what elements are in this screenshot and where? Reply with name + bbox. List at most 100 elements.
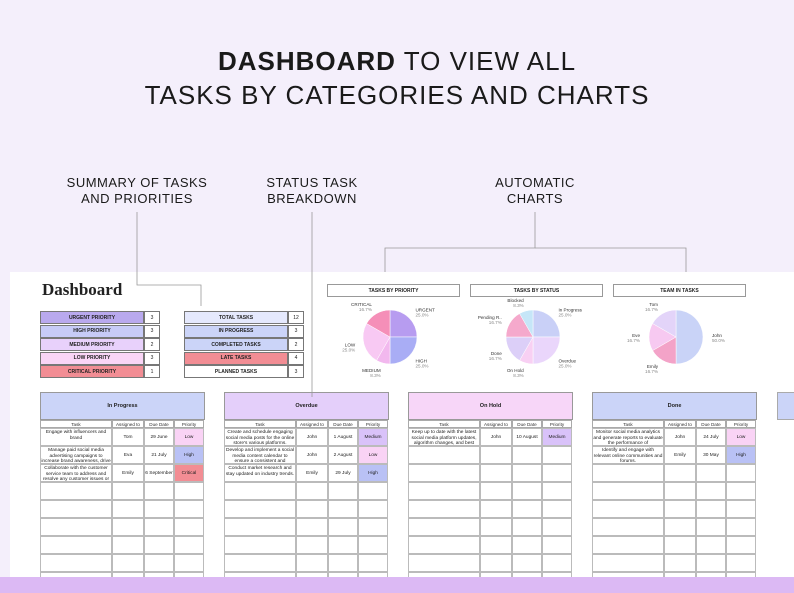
task-cell: Develop and implement a social media con… xyxy=(224,446,296,464)
empty-cell xyxy=(696,500,726,518)
summary-label: CRITICAL PRIORITY xyxy=(40,365,144,379)
partial-board xyxy=(777,392,794,420)
empty-cell xyxy=(542,536,572,554)
task-cell: Medium xyxy=(358,428,388,446)
slice-value: 16.7% xyxy=(645,307,658,312)
column-header: Task xyxy=(408,420,480,428)
task-cell: Tom xyxy=(112,428,144,446)
task-cell: Emily xyxy=(296,464,328,482)
slice-value: 25.0% xyxy=(558,313,571,318)
task-cell: Emily xyxy=(112,464,144,482)
empty-cell xyxy=(480,464,512,482)
empty-cell xyxy=(224,500,296,518)
board-title: In Progress xyxy=(40,392,205,420)
empty-cell xyxy=(512,536,542,554)
summary-count: 3 xyxy=(288,324,304,338)
task-cell: Create and schedule engaging social medi… xyxy=(224,428,296,446)
empty-cell xyxy=(296,482,328,500)
empty-cell xyxy=(480,482,512,500)
chart-title: TASKS BY PRIORITY xyxy=(327,284,460,297)
empty-cell xyxy=(512,482,542,500)
empty-cell xyxy=(40,536,112,554)
empty-cell xyxy=(144,554,174,572)
task-cell: Critical xyxy=(174,464,204,482)
slice-value: 8.3% xyxy=(370,373,380,378)
slice-label: On Hold xyxy=(507,368,524,373)
column-header: Due Date xyxy=(696,420,726,428)
empty-cell xyxy=(174,536,204,554)
task-cell: 29 June xyxy=(144,428,174,446)
task-cell: Conduct market research and stay updated… xyxy=(224,464,296,482)
task-cell: 30 May xyxy=(696,446,726,464)
slice-value: 16.7% xyxy=(627,338,640,343)
task-cell: 10 August xyxy=(512,428,542,446)
pie-slice xyxy=(652,309,677,338)
summary-count: 3 xyxy=(144,324,160,338)
empty-cell xyxy=(144,536,174,554)
column-header: Due Date xyxy=(328,420,358,428)
empty-cell xyxy=(696,536,726,554)
summary-label: IN PROGRESS xyxy=(184,324,288,338)
task-cell: High xyxy=(358,464,388,482)
empty-cell xyxy=(408,464,480,482)
column-header: Due Date xyxy=(512,420,542,428)
callout-line: SUMMARY OF TASKS xyxy=(66,175,208,190)
dashboard-title: Dashboard xyxy=(42,280,123,299)
empty-cell xyxy=(664,500,696,518)
column-header: Assigned to xyxy=(664,420,696,428)
empty-cell xyxy=(174,554,204,572)
callout-line: BREAKDOWN xyxy=(267,191,357,206)
task-cell: Low xyxy=(358,446,388,464)
empty-cell xyxy=(512,554,542,572)
summary-count: 2 xyxy=(288,338,304,352)
column-header: Priority xyxy=(726,420,756,428)
empty-cell xyxy=(696,518,726,536)
empty-cell xyxy=(174,518,204,536)
empty-cell xyxy=(726,500,756,518)
pie-slice xyxy=(675,309,704,365)
headline-rest: TO VIEW ALL xyxy=(403,46,577,76)
empty-cell xyxy=(112,500,144,518)
empty-cell xyxy=(328,536,358,554)
summary-count: 12 xyxy=(288,311,304,324)
task-cell: High xyxy=(726,446,756,464)
board-title: Done xyxy=(592,392,757,420)
empty-cell xyxy=(664,518,696,536)
empty-cell xyxy=(480,536,512,554)
empty-cell xyxy=(592,518,664,536)
summary-label: LATE TASKS xyxy=(184,351,288,365)
empty-cell xyxy=(480,500,512,518)
task-cell: 2 August xyxy=(328,446,358,464)
empty-cell xyxy=(726,464,756,482)
chart-title: TASKS BY STATUS xyxy=(470,284,603,297)
task-cell: Medium xyxy=(542,428,572,446)
empty-cell xyxy=(112,518,144,536)
callout-line: AND PRIORITIES xyxy=(81,191,193,206)
empty-cell xyxy=(664,464,696,482)
empty-cell xyxy=(726,554,756,572)
slice-label: Done xyxy=(491,351,502,356)
empty-cell xyxy=(358,482,388,500)
empty-cell xyxy=(542,500,572,518)
empty-cell xyxy=(112,554,144,572)
empty-cell xyxy=(664,536,696,554)
empty-cell xyxy=(174,500,204,518)
summary-label: COMPLETED TASKS xyxy=(184,338,288,352)
connector xyxy=(535,247,687,272)
task-cell: John xyxy=(480,428,512,446)
task-cell: 1 August xyxy=(328,428,358,446)
slice-value: 25.0% xyxy=(415,313,428,318)
summary-label: HIGH PRIORITY xyxy=(40,324,144,338)
empty-cell xyxy=(512,500,542,518)
empty-cell xyxy=(542,518,572,536)
summary-count: 3 xyxy=(144,351,160,365)
connector xyxy=(384,212,536,272)
empty-cell xyxy=(224,482,296,500)
summary-count: 4 xyxy=(288,351,304,365)
summary-label: TOTAL TASKS xyxy=(184,311,288,324)
empty-cell xyxy=(664,482,696,500)
summary-count: 3 xyxy=(288,365,304,379)
task-cell: Keep up to date with the latest social m… xyxy=(408,428,480,446)
empty-cell xyxy=(328,500,358,518)
slice-value: 8.3% xyxy=(513,373,523,378)
